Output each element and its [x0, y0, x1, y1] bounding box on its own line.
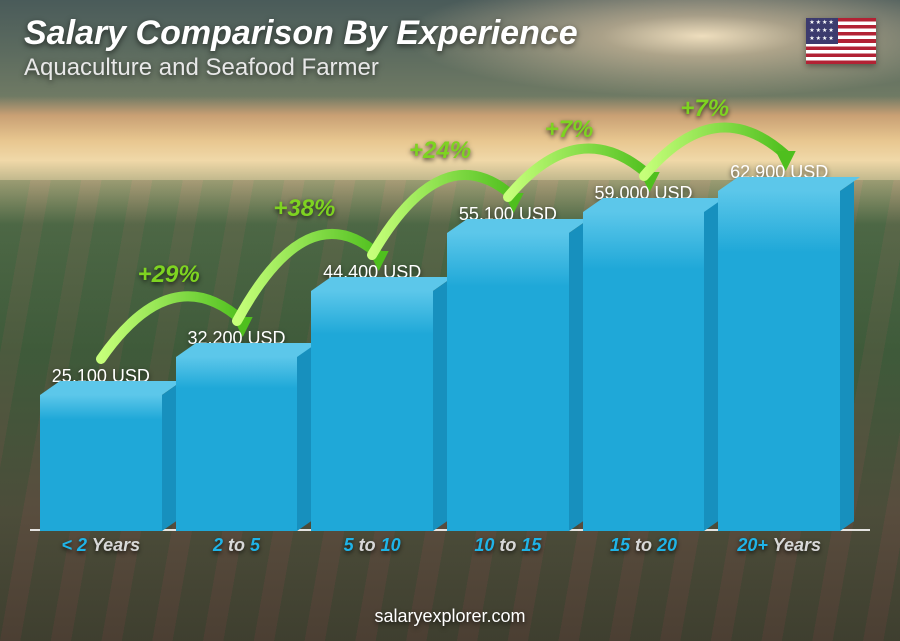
bar-front-face — [40, 395, 162, 531]
bar-side-face — [840, 181, 854, 531]
chart-canvas: Salary Comparison By Experience Aquacult… — [0, 0, 900, 641]
increase-label: +7% — [545, 116, 594, 144]
x-label: 10 to 15 — [447, 535, 569, 571]
bar-top-face — [176, 343, 318, 357]
x-label: 20+ Years — [718, 535, 840, 571]
x-label: < 2 Years — [40, 535, 162, 571]
chart-area: 25,100 USD32,200 USD44,400 USD55,100 USD… — [40, 100, 840, 571]
bar — [583, 212, 705, 531]
increase-label: +24% — [409, 137, 471, 165]
bar — [718, 191, 840, 531]
bar-side-face — [704, 202, 718, 531]
bar — [311, 291, 433, 531]
bar-slot: 32,200 USD — [176, 328, 298, 531]
bar-side-face — [297, 347, 311, 531]
bar-slot: 44,400 USD — [311, 262, 433, 531]
chart-title: Salary Comparison By Experience — [24, 14, 578, 53]
bar — [40, 395, 162, 531]
bar — [176, 357, 298, 531]
bars-container: 25,100 USD32,200 USD44,400 USD55,100 USD… — [40, 131, 840, 531]
bar-front-face — [583, 212, 705, 531]
bar-side-face — [569, 223, 583, 531]
bar-top-face — [583, 198, 725, 212]
chart-subtitle: Aquaculture and Seafood Farmer — [24, 54, 379, 82]
bar-front-face — [447, 233, 569, 531]
increase-label: +38% — [273, 195, 335, 223]
bar-slot: 55,100 USD — [447, 204, 569, 531]
bar-slot: 62,900 USD — [718, 162, 840, 531]
x-label: 15 to 20 — [583, 535, 705, 571]
bar — [447, 233, 569, 531]
x-label: 2 to 5 — [176, 535, 298, 571]
increase-label: +7% — [680, 95, 729, 123]
bar-top-face — [40, 381, 182, 395]
bar-top-face — [447, 219, 589, 233]
increase-label: +29% — [138, 261, 200, 289]
bar-side-face — [162, 385, 176, 531]
x-labels: < 2 Years 2 to 5 5 to 10 10 to 15 15 to 20 20… — [40, 535, 840, 571]
bar-slot: 25,100 USD — [40, 366, 162, 531]
bar-side-face — [433, 281, 447, 531]
bar-front-face — [718, 191, 840, 531]
credit-text: salaryexplorer.com — [0, 606, 900, 627]
bar-top-face — [718, 177, 860, 191]
bar-front-face — [176, 357, 298, 531]
bar-front-face — [311, 291, 433, 531]
us-flag-icon — [806, 18, 876, 64]
bar-slot: 59,000 USD — [583, 183, 705, 531]
x-label: 5 to 10 — [311, 535, 433, 571]
bar-top-face — [311, 277, 453, 291]
